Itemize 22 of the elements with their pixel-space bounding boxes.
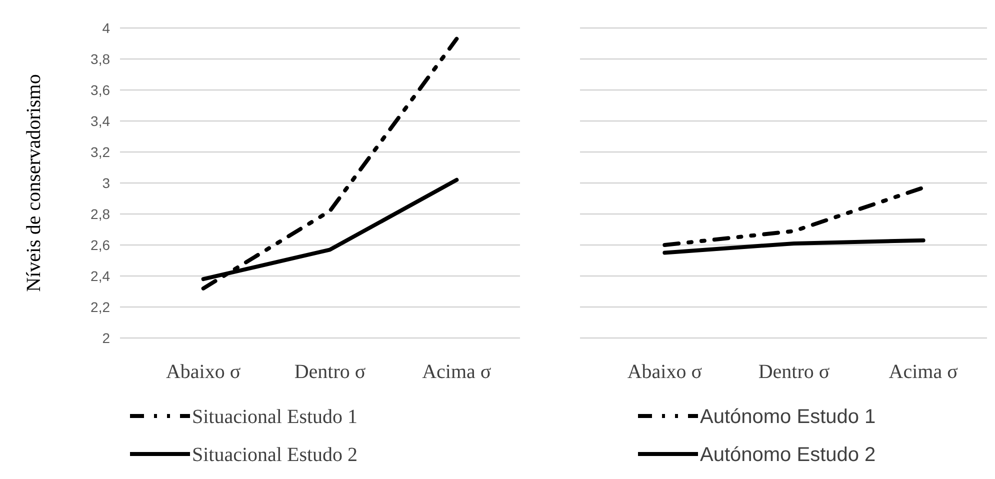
y-tick-label: 2,2 [90,298,110,315]
y-tick-label: 3 [102,174,110,191]
x-tick-label: Acima σ [422,361,492,383]
y-tick-label: 2,6 [90,236,110,253]
x-tick-label: Abaixo σ [166,361,241,383]
y-tick-label: 2 [102,330,110,346]
x-tick-label: Dentro σ [758,361,830,383]
y-tick-label: 3,4 [90,112,110,129]
x-tick-label: Abaixo σ [627,361,702,383]
y-tick-label: 3,2 [90,144,110,160]
y-tick-label: 2,4 [90,268,110,284]
y-tick-label: 3,6 [90,82,110,98]
x-tick-label: Acima σ [888,361,958,383]
y-tick-label: 4 [102,20,110,36]
legend-label: Situacional Estudo 2 [192,444,358,466]
y-tick-label: 3,8 [90,50,110,67]
legend-label: Autónomo Estudo 1 [700,406,876,428]
legend-label: Autónomo Estudo 2 [700,444,876,466]
x-tick-label: Dentro σ [294,361,366,383]
legend-label: Situacional Estudo 1 [192,406,358,428]
y-axis-title: Níveis de conservadorismo [23,74,45,292]
y-tick-label: 2,8 [90,206,110,222]
